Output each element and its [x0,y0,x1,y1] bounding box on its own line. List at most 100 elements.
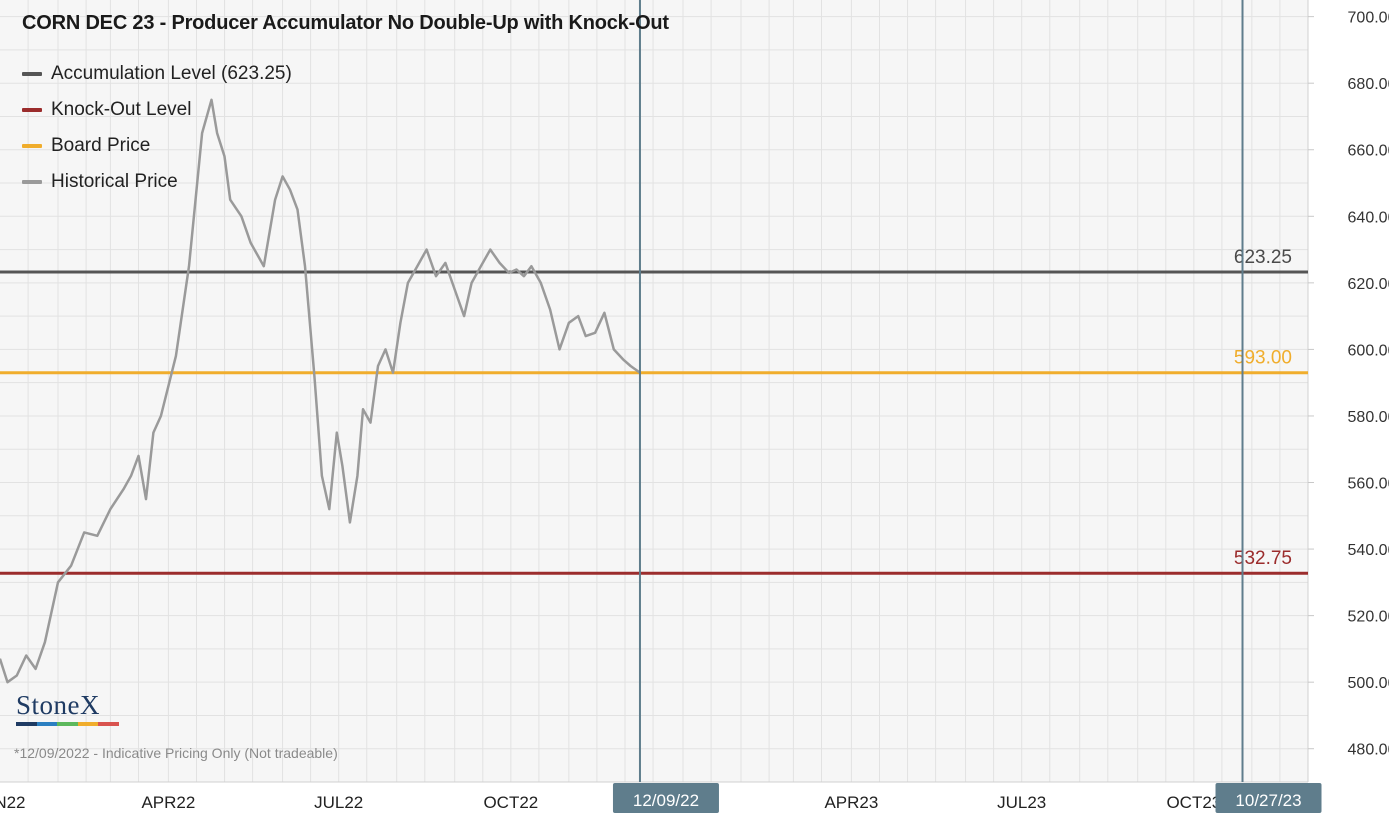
logo-bar-segment [57,722,78,726]
price-point [96,535,98,537]
y-tick-label: 520.00 [1348,609,1389,626]
legend-item-historical-price[interactable]: Historical Price [22,164,292,200]
price-point [188,265,190,267]
legend-swatch-board-price [22,144,42,148]
price-point [321,475,323,477]
x-tick-label: JAN22 [0,793,26,812]
price-point [392,372,394,374]
price-point [289,189,291,191]
price-point [594,332,596,334]
price-point [25,654,27,657]
legend-item-accumulation[interactable]: Accumulation Level (623.25) [22,56,292,92]
legend-label-historical-price: Historical Price [51,171,178,192]
legend-label-board-price: Board Price [51,135,151,156]
price-point [137,455,140,457]
price-point [622,358,624,360]
logo-bar-segment [77,722,99,726]
y-tick-label: 560.00 [1348,476,1389,493]
price-point [470,282,473,284]
price-point [530,265,533,267]
date-marker-label: 12/09/22 [633,791,699,810]
legend-swatch-historical-price [22,180,42,184]
price-point [210,99,213,101]
price-point [630,365,632,367]
price-point [568,322,570,324]
price-point [229,199,231,201]
price-point [83,531,85,534]
legend-swatch-accumulation [22,72,42,76]
legend-label-accumulation: Accumulation Level (623.25) [51,63,292,84]
legend: Accumulation Level (623.25) Knock-Out Le… [22,56,292,200]
price-point [122,488,125,490]
price-point [426,248,428,251]
price-point [540,282,542,284]
x-tick-label: OCT22 [483,793,538,812]
legend-label-knockout: Knock-Out Level [51,99,192,120]
price-point [341,465,344,467]
price-point [407,282,409,284]
legend-swatch-knockout [22,108,42,112]
price-point [160,415,162,417]
price-point [444,262,446,264]
price-point [145,498,147,500]
y-tick-label: 680.00 [1348,76,1389,93]
price-point [362,408,364,410]
plot-area [0,0,1308,782]
y-tick-label: 500.00 [1348,675,1389,692]
logo-color-bar [16,722,119,726]
level-value-label: 532.75 [1234,548,1292,569]
x-tick-label: APR23 [824,793,878,812]
price-point [549,308,551,311]
legend-item-board-price[interactable]: Board Price [22,128,292,164]
price-point [130,475,132,477]
y-tick-label: 600.00 [1348,342,1389,359]
price-point [44,641,46,643]
price-point [240,215,242,217]
price-point [16,674,18,677]
price-point [558,348,561,351]
date-marker-label: 10/27/23 [1235,791,1301,810]
price-point [57,581,59,583]
price-point [216,132,218,134]
y-tick-label: 640.00 [1348,209,1389,226]
price-point [384,348,387,351]
x-tick-label: JUL23 [997,793,1046,812]
price-point [454,288,456,291]
price-point [489,248,491,251]
price-point [369,422,372,424]
logo-text: StoneX [16,690,100,720]
stonex-logo: StoneX [16,690,119,726]
price-point [304,265,306,267]
price-point [336,431,338,434]
price-point [6,681,9,683]
legend-item-knockout[interactable]: Knock-Out Level [22,92,292,128]
x-tick-label: JUL22 [314,793,363,812]
disclaimer-footnote: *12/09/2022 - Indicative Pricing Only (N… [14,745,338,761]
price-point [499,262,501,264]
level-value-label: 623.25 [1234,247,1292,268]
price-point [296,209,299,211]
price-point [585,335,587,337]
price-point [480,265,482,267]
logo-bar-segment [98,722,119,726]
price-point [223,155,226,157]
price-point [250,242,252,244]
price-point [577,315,579,317]
y-tick-label: 480.00 [1348,742,1389,759]
y-tick-label: 580.00 [1348,409,1389,426]
x-tick-label: APR22 [141,793,195,812]
price-point [109,508,112,510]
price-point [416,265,418,267]
price-point [152,431,155,434]
price-point [515,268,518,271]
price-point [603,312,606,314]
y-axis-area [1308,0,1389,823]
y-tick-label: 700.00 [1348,10,1389,27]
price-point [70,565,72,567]
date-marker-box [1215,783,1322,813]
price-point [34,668,37,670]
price-point [508,272,510,274]
price-point [613,348,615,351]
